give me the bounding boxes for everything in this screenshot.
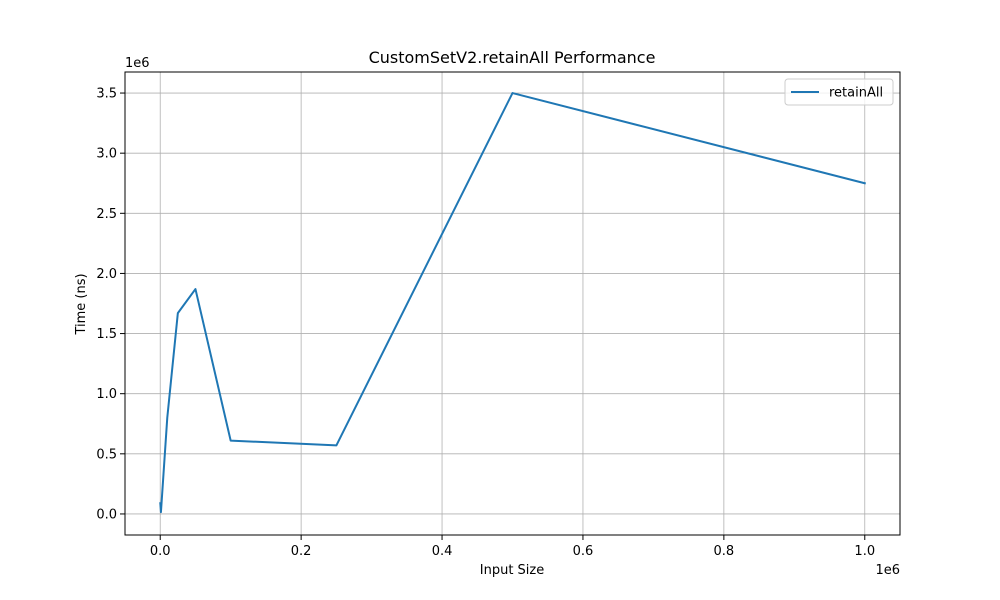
y-tick-label: 3.5 xyxy=(96,87,117,102)
x-tick-label: 0.6 xyxy=(573,544,594,559)
y-axis-label: Time (ns) xyxy=(74,273,89,335)
series-layer xyxy=(159,92,866,514)
y-tick-label: 0.5 xyxy=(96,447,117,462)
y-tick-label: 2.0 xyxy=(96,267,117,282)
y-tick-label: 3.0 xyxy=(96,147,117,162)
x-axis-offset-label: 1e6 xyxy=(875,563,900,578)
x-axis-ticks: 0.0 0.2 0.4 0.6 0.8 1.0 xyxy=(150,535,875,559)
x-tick-label: 0.0 xyxy=(150,544,171,559)
y-tick-label: 0.0 xyxy=(96,507,117,522)
x-tick-label: 0.2 xyxy=(291,544,312,559)
legend: retainAll xyxy=(784,78,894,106)
y-tick-label: 2.5 xyxy=(96,207,117,222)
y-tick-label: 1.5 xyxy=(96,327,117,342)
plot-frame xyxy=(124,71,901,536)
x-tick-label: 1.0 xyxy=(854,544,875,559)
legend-box xyxy=(784,78,894,106)
y-axis-ticks: 0.0 0.5 1.0 1.5 2.0 2.5 3.0 3.5 xyxy=(96,87,125,522)
x-tick-label: 0.8 xyxy=(714,544,735,559)
x-axis-label: Input Size xyxy=(480,563,544,578)
series-line-retainall xyxy=(159,92,866,514)
y-tick-label: 1.0 xyxy=(96,387,117,402)
legend-label-retainall: retainAll xyxy=(829,86,883,101)
x-tick-label: 0.4 xyxy=(432,544,453,559)
y-axis-offset-label: 1e6 xyxy=(125,56,150,71)
chart-title: CustomSetV2.retainAll Performance xyxy=(369,48,656,67)
